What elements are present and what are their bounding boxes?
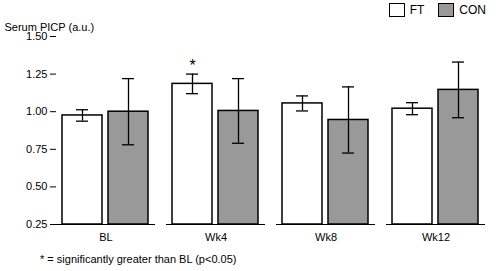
html-text:* = significantly greater than: * = significantly greater than BL (p<0.0… xyxy=(40,253,237,265)
svg-text:Wk4: Wk4 xyxy=(205,231,227,243)
svg-text:BL: BL xyxy=(99,231,112,243)
html-text:CON: CON xyxy=(459,3,486,17)
svg-text:*: * xyxy=(189,57,195,74)
svg-text:Wk12: Wk12 xyxy=(422,231,450,243)
svg-text:1.50: 1.50 xyxy=(26,30,48,42)
svg-text:Serum PICP (a.u.): Serum PICP (a.u.) xyxy=(5,21,95,33)
svg-text:1.25: 1.25 xyxy=(26,68,47,80)
svg-text:Wk8: Wk8 xyxy=(315,231,337,243)
svg-text:0.75: 0.75 xyxy=(26,143,47,155)
svg-text:0.25: 0.25 xyxy=(26,218,47,230)
svg-text:0.50: 0.50 xyxy=(26,180,47,192)
svg-text:1.00: 1.00 xyxy=(26,105,47,117)
html-text:FT: FT xyxy=(409,3,425,17)
